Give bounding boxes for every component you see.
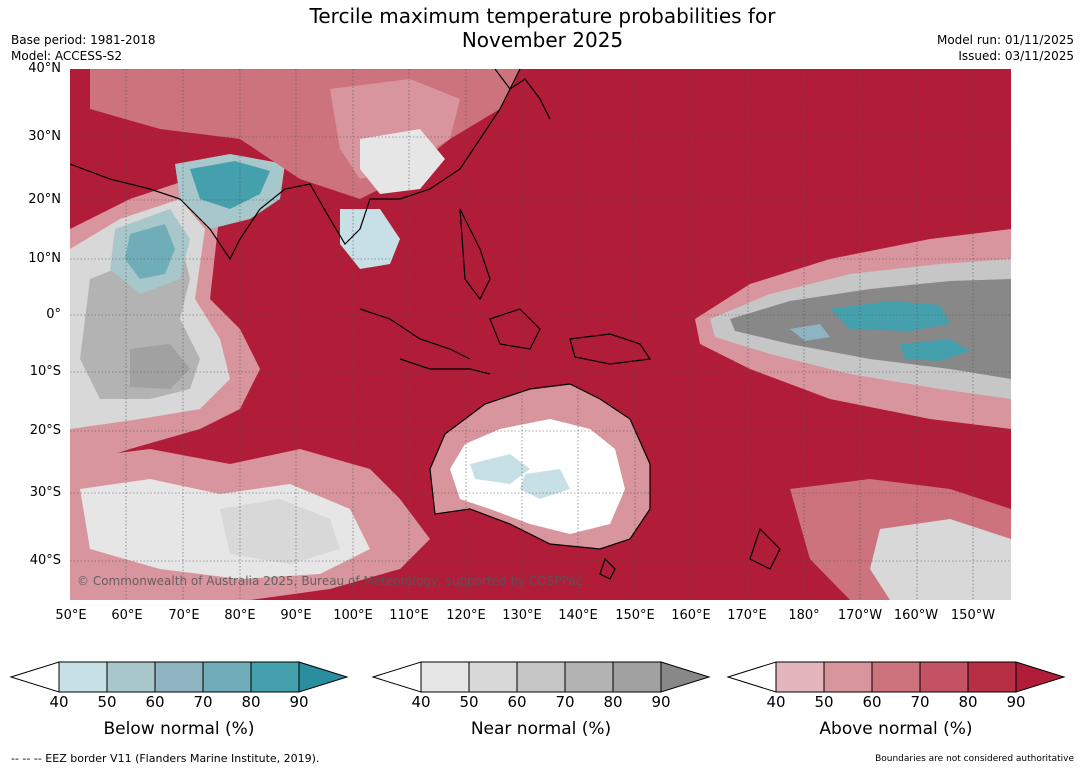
lon-label: 100°E: [333, 608, 373, 623]
lat-label: 20°S: [29, 423, 61, 438]
southern-ocean-mix: [70, 449, 430, 600]
lon-label: 170°E: [727, 608, 767, 623]
colorbar-segment: [106, 661, 156, 693]
lon-label: 150°W: [950, 608, 996, 623]
colorbar-tick: 40: [411, 693, 431, 711]
lat-label: 20°N: [28, 192, 61, 207]
colorbar-label-above: Above normal (%): [819, 719, 973, 739]
australia-region: [430, 384, 650, 549]
lon-label: 50°E: [55, 608, 87, 623]
colorbar-tick: 80: [958, 693, 978, 711]
lon-label: 90°E: [280, 608, 312, 623]
model-name: Model: ACCESS-S2: [11, 49, 123, 63]
lon-label: 170°W: [837, 608, 883, 623]
lat-label: 30°N: [28, 129, 61, 144]
colorbar-segment: [516, 661, 566, 693]
issued-date: Issued: 03/11/2025: [958, 49, 1074, 63]
colorbar-label-near: Near normal (%): [470, 719, 612, 739]
title-line-2: November 2025: [461, 28, 624, 52]
below-normal-region-india: [175, 154, 285, 229]
model-run: Model run: 01/11/2025: [936, 33, 1074, 47]
colorbar-extend-high: [660, 661, 711, 693]
colorbar-tick: 70: [910, 693, 930, 711]
lon-label: 140°E: [558, 608, 598, 623]
colorbar-segment: [823, 661, 873, 693]
colorbar-segment: [564, 661, 614, 693]
colorbar-near-normal: [371, 661, 711, 693]
base-period: Base period: 1981-2018: [11, 33, 156, 47]
colorbar-tick: 60: [862, 693, 882, 711]
colorbar-tick: 70: [193, 693, 213, 711]
coastlines: [70, 69, 781, 580]
colorbar-tick: 40: [766, 693, 786, 711]
colorbar-extend-high: [1015, 661, 1066, 693]
colorbar-group: [9, 661, 1066, 693]
pacific-near-normal-tongue: [695, 229, 1011, 429]
colorbar-extend-low: [726, 661, 777, 693]
colorbar-tick: 80: [241, 693, 261, 711]
colorbar-extend-high: [298, 661, 349, 693]
colorbar-segment: [967, 661, 1017, 693]
lon-label: 160°W: [893, 608, 939, 623]
colorbar-extend-low: [371, 661, 422, 693]
colorbar-segment: [420, 661, 470, 693]
colorbar-label-below: Below normal (%): [103, 719, 255, 739]
map-svg: [70, 69, 1011, 600]
lon-label: 180°: [788, 608, 820, 623]
colorbar-tick: 70: [555, 693, 575, 711]
boundary-disclaimer: Boundaries are not considered authoritat…: [875, 754, 1074, 764]
colorbar-tick: 40: [49, 693, 69, 711]
colorbar-below-normal: [9, 661, 349, 693]
colorbar-above-normal: [726, 661, 1066, 693]
colorbar-segment: [612, 661, 662, 693]
colorbar-extend-low: [9, 661, 60, 693]
colorbar-tick: 50: [814, 693, 834, 711]
lat-label: 40°S: [29, 553, 61, 568]
colorbar-segment: [919, 661, 969, 693]
colorbar-tick: 90: [289, 693, 309, 711]
lat-label: 30°S: [29, 485, 61, 500]
colorbar-segment: [58, 661, 108, 693]
colorbar-tick: 90: [1006, 693, 1026, 711]
lon-label: 150°E: [615, 608, 655, 623]
colorbar-tick: 90: [651, 693, 671, 711]
lat-label: 40°N: [28, 61, 61, 76]
title-line-1: Tercile maximum temperature probabilitie…: [309, 4, 776, 28]
eez-legend-note: -- -- -- EEZ border V11 (Flanders Marine…: [11, 752, 320, 765]
south-pacific-mix: [790, 479, 1011, 600]
copyright-notice: © Commonwealth of Australia 2025, Bureau…: [77, 574, 583, 588]
below-normal-region-arabian: [110, 209, 190, 294]
lat-label: 10°S: [29, 364, 61, 379]
probability-map: [70, 69, 1011, 600]
colorbar-tick: 60: [145, 693, 165, 711]
colorbar-tick: 60: [507, 693, 527, 711]
colorbar-segment: [250, 661, 300, 693]
colorbar-segment: [775, 661, 825, 693]
model-info: Base period: 1981-2018 Model: ACCESS-S2: [11, 32, 156, 64]
colorbar-segment: [202, 661, 252, 693]
colorbar-tick: 50: [97, 693, 117, 711]
graticule: [70, 69, 1011, 600]
lon-label: 160°E: [671, 608, 711, 623]
lon-label: 110°E: [389, 608, 429, 623]
lon-label: 60°E: [111, 608, 143, 623]
colorbar-segment: [154, 661, 204, 693]
issue-info: Model run: 01/11/2025 Issued: 03/11/2025: [937, 32, 1074, 64]
colorbar-segment: [468, 661, 518, 693]
colorbar-tick: 80: [603, 693, 623, 711]
colorbar-segment: [871, 661, 921, 693]
colorbar-tick: 50: [459, 693, 479, 711]
lat-label: 10°N: [28, 251, 61, 266]
lon-label: 120°E: [446, 608, 486, 623]
lon-label: 130°E: [502, 608, 542, 623]
asia-north-mix: [90, 69, 520, 269]
map-title: Tercile maximum temperature probabilitie…: [0, 4, 1085, 52]
lat-label: 0°: [46, 307, 61, 322]
lon-label: 70°E: [168, 608, 200, 623]
lon-label: 80°E: [224, 608, 256, 623]
